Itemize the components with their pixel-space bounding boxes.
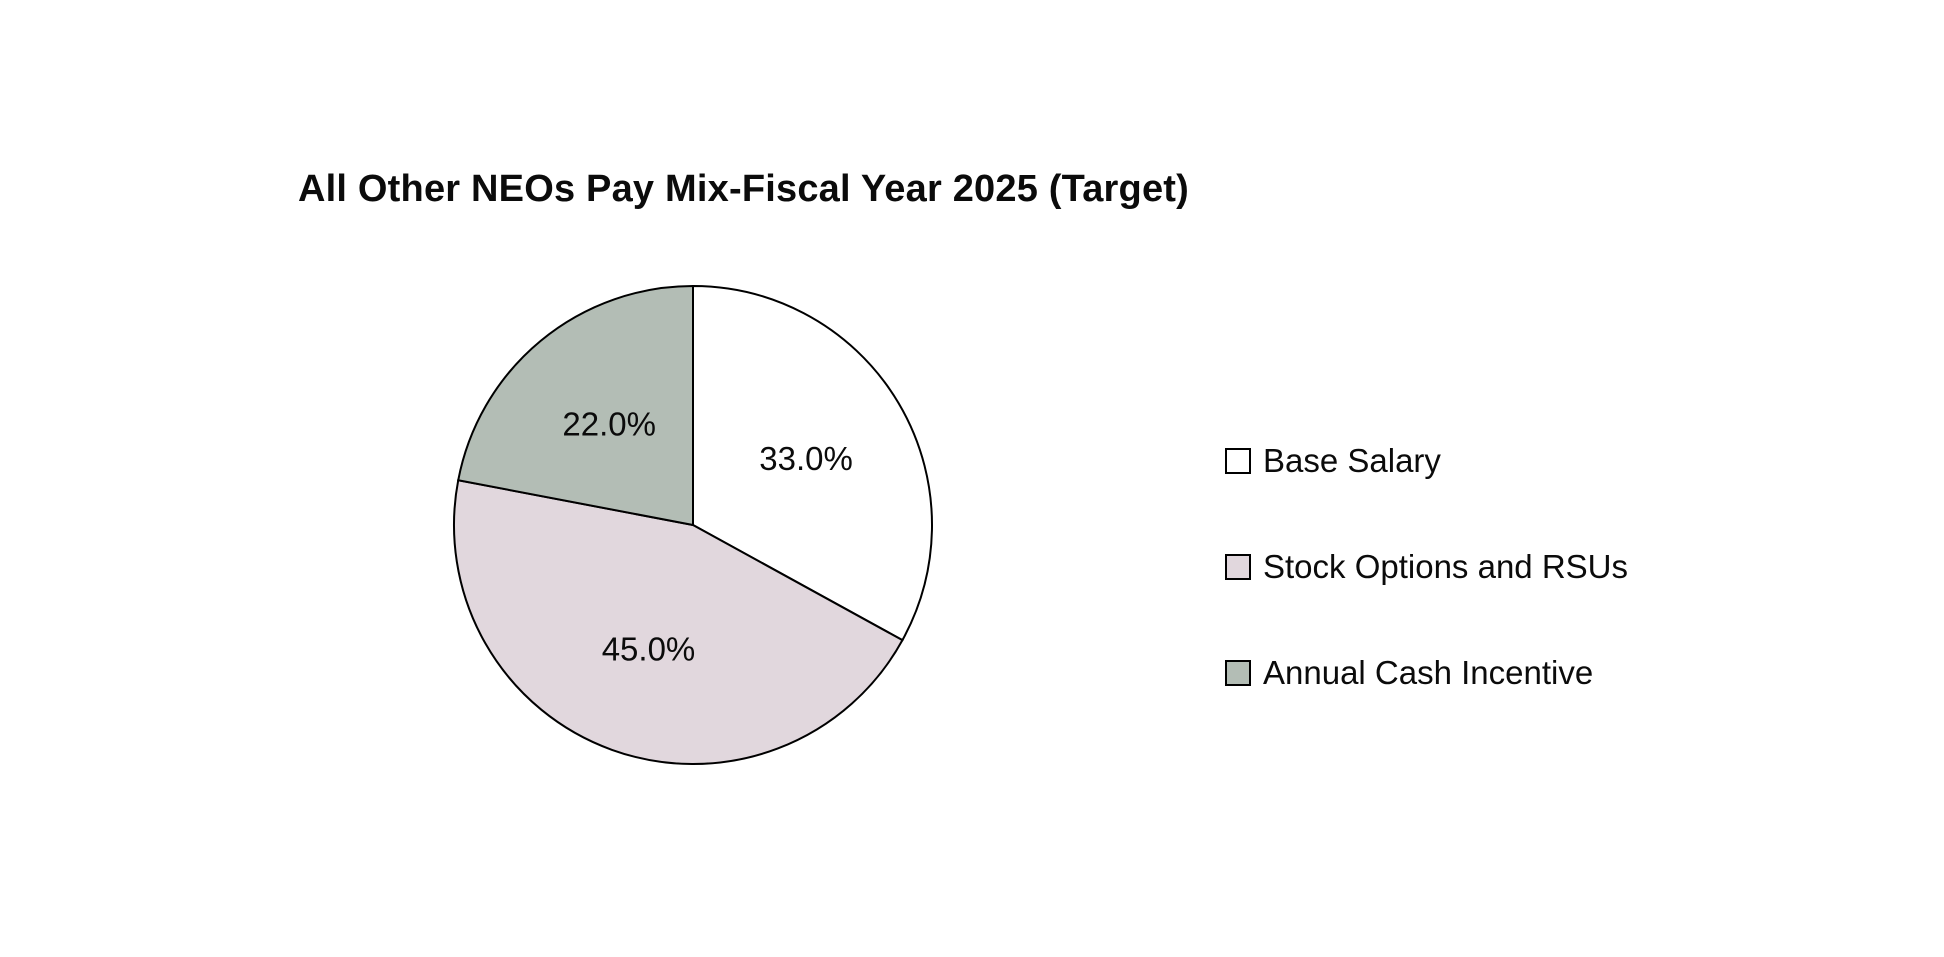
- legend-swatch-icon: [1225, 448, 1251, 474]
- legend: Base Salary Stock Options and RSUs Annua…: [1225, 441, 1628, 693]
- legend-item: Annual Cash Incentive: [1225, 653, 1628, 693]
- legend-label: Stock Options and RSUs: [1263, 548, 1628, 585]
- slice-label: 45.0%: [602, 631, 696, 668]
- pie-chart: 33.0% 45.0% 22.0%: [453, 284, 933, 766]
- legend-item: Stock Options and RSUs: [1225, 547, 1628, 587]
- legend-label: Base Salary: [1263, 442, 1441, 479]
- legend-item: Base Salary: [1225, 441, 1628, 481]
- legend-swatch-icon: [1225, 660, 1251, 686]
- legend-label: Annual Cash Incentive: [1263, 654, 1594, 691]
- pie-slice: [453, 479, 904, 766]
- pie-slice: [457, 284, 694, 527]
- slice-label: 22.0%: [562, 406, 656, 443]
- pie-slice: [692, 284, 933, 642]
- legend-swatch-icon: [1225, 554, 1251, 580]
- chart-title: All Other NEOs Pay Mix-Fiscal Year 2025 …: [298, 168, 1190, 210]
- slice-label: 33.0%: [759, 440, 853, 477]
